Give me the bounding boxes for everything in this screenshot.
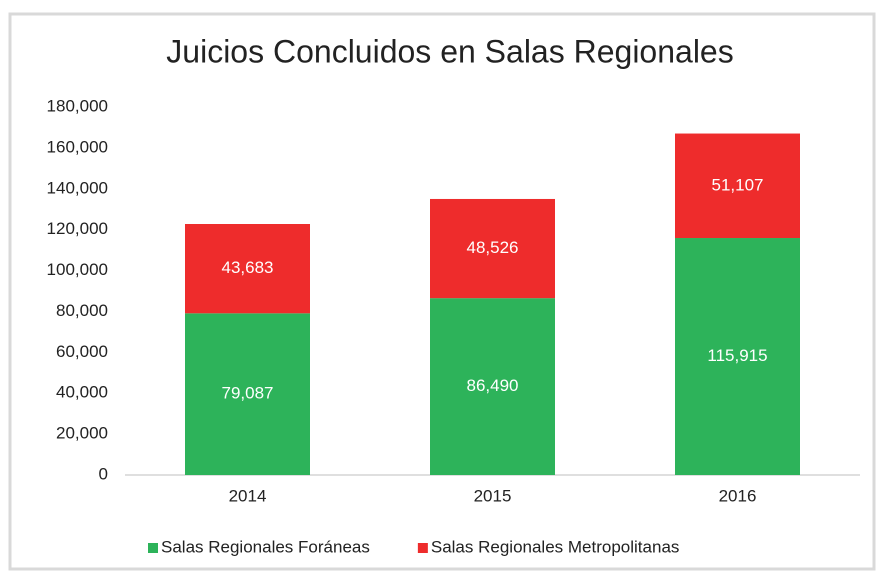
data-label: 86,490 <box>467 376 519 395</box>
data-label: 115,915 <box>707 346 767 365</box>
y-tick-label: 160,000 <box>47 137 108 156</box>
bar-segment <box>430 298 555 475</box>
legend-swatch <box>148 543 158 553</box>
x-tick-label: 2014 <box>229 486 267 505</box>
bar-segment <box>675 133 800 239</box>
data-label: 51,107 <box>712 175 764 194</box>
data-label: 79,087 <box>222 384 274 403</box>
y-tick-label: 0 <box>99 464 108 483</box>
y-tick-label: 40,000 <box>56 383 108 402</box>
y-tick-label: 140,000 <box>47 178 108 197</box>
data-label: 43,683 <box>222 258 274 277</box>
legend-label: Salas Regionales Foráneas <box>161 537 370 556</box>
y-tick-label: 120,000 <box>47 219 108 238</box>
legend-label: Salas Regionales Metropolitanas <box>431 537 680 556</box>
chart-title: Juicios Concluidos en Salas Regionales <box>166 33 733 69</box>
bar-segment <box>675 238 800 475</box>
data-label: 48,526 <box>467 238 519 257</box>
bar-segment <box>430 198 555 299</box>
y-tick-label: 80,000 <box>56 301 108 320</box>
bar-segment <box>185 224 310 314</box>
x-tick-label: 2016 <box>719 486 757 505</box>
legend-swatch <box>417 543 428 553</box>
bar-segment <box>185 313 310 475</box>
y-tick-label: 60,000 <box>56 342 108 361</box>
x-tick-label: 2015 <box>474 486 512 505</box>
y-tick-label: 100,000 <box>47 260 108 279</box>
y-tick-label: 180,000 <box>47 96 108 115</box>
y-tick-label: 20,000 <box>56 424 108 443</box>
